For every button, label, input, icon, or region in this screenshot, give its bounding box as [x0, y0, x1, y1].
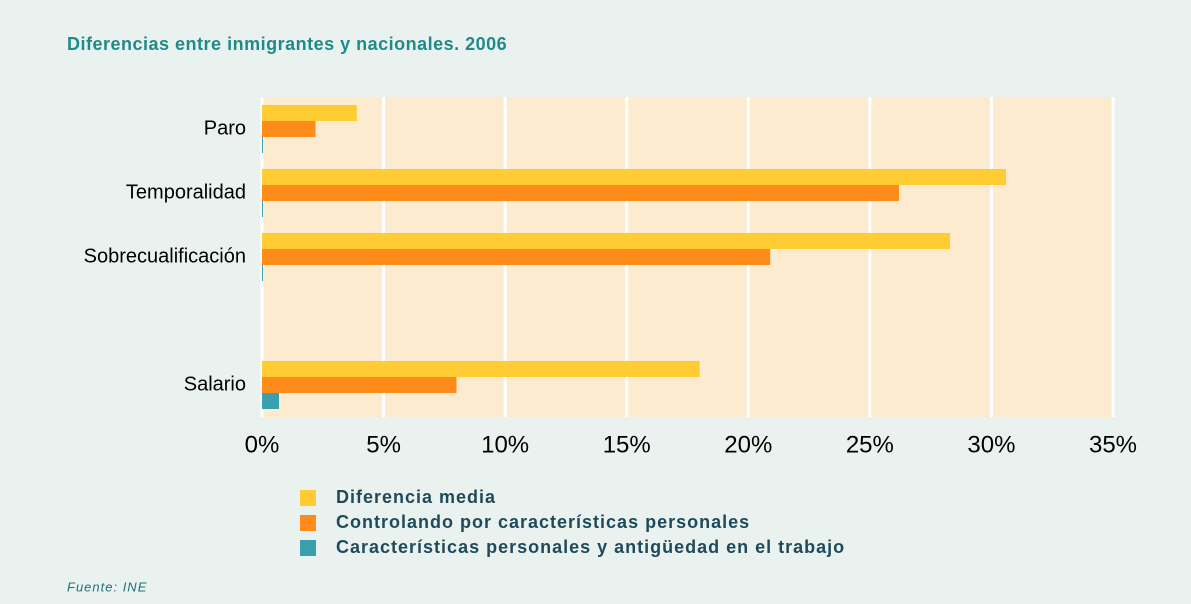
bar — [262, 249, 771, 265]
x-tick-label: 30% — [967, 431, 1015, 458]
legend-swatch — [300, 490, 316, 506]
y-tick-label: Temporalidad — [126, 181, 246, 203]
x-tick-label: 25% — [846, 431, 894, 458]
x-tick-label: 10% — [481, 431, 529, 458]
legend-label: Controlando por características personal… — [336, 512, 750, 532]
x-tick-label: 35% — [1089, 431, 1137, 458]
bar — [262, 377, 457, 393]
legend-swatch — [300, 515, 316, 531]
y-tick-label: Sobrecualificación — [84, 245, 246, 267]
source: Fuente: INE — [67, 579, 147, 594]
bar — [262, 361, 700, 377]
bar — [262, 201, 263, 217]
bar — [262, 393, 280, 409]
chart-title: Diferencias entre inmigrantes y nacional… — [67, 34, 507, 54]
bar — [262, 169, 1007, 185]
legend-label: Diferencia media — [336, 487, 496, 507]
x-tick-label: 15% — [603, 431, 651, 458]
bar — [262, 265, 263, 281]
bar — [262, 233, 951, 249]
y-tick-label: Salario — [184, 373, 246, 395]
bar — [262, 105, 357, 121]
x-tick-label: 5% — [366, 431, 401, 458]
y-tick-label: Paro — [204, 117, 246, 139]
bar — [262, 185, 900, 201]
legend-swatch — [300, 540, 316, 556]
bar — [262, 137, 263, 153]
x-tick-label: 20% — [724, 431, 772, 458]
x-tick-label: 0% — [245, 431, 280, 458]
legend-label: Características personales y antigüedad … — [336, 537, 845, 557]
bar — [262, 121, 316, 137]
